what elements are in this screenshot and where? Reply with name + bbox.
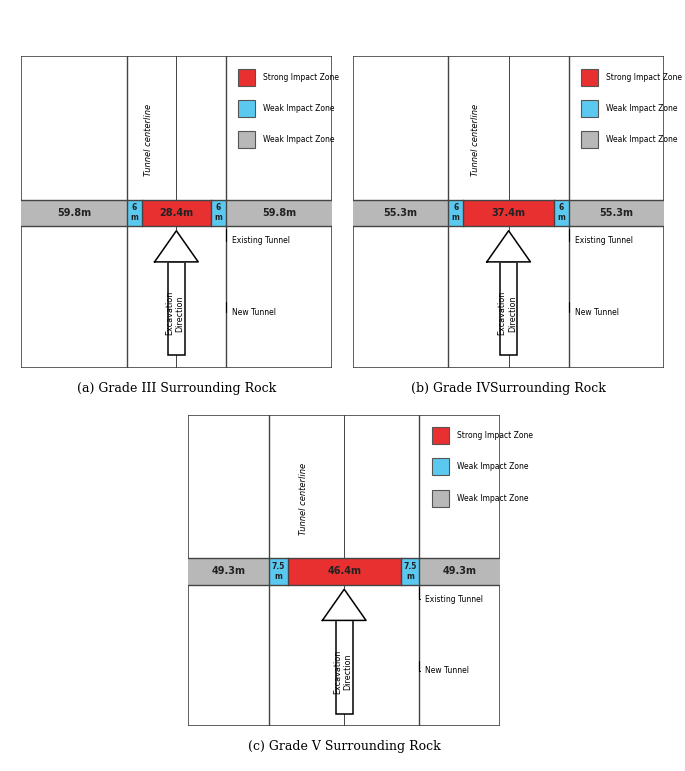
Text: Tunnel centerline: Tunnel centerline xyxy=(471,104,480,177)
Text: New Tunnel: New Tunnel xyxy=(225,302,276,317)
Text: 55.3m: 55.3m xyxy=(384,208,418,217)
Bar xyxy=(432,490,449,507)
Text: Existing Tunnel: Existing Tunnel xyxy=(419,588,484,604)
Text: 55.3m: 55.3m xyxy=(599,208,634,217)
Text: 46.4m: 46.4m xyxy=(327,567,361,576)
Text: Weak Impact Zone: Weak Impact Zone xyxy=(457,493,528,503)
Text: Strong Impact Zone: Strong Impact Zone xyxy=(606,72,682,82)
Bar xyxy=(432,458,449,476)
Text: Tunnel centerline: Tunnel centerline xyxy=(299,463,308,535)
Text: Weak Impact Zone: Weak Impact Zone xyxy=(606,104,677,113)
Text: 28.4m: 28.4m xyxy=(160,208,193,217)
Bar xyxy=(238,131,256,148)
Bar xyxy=(288,558,401,584)
Bar xyxy=(127,200,142,226)
Text: New Tunnel: New Tunnel xyxy=(419,661,469,675)
Polygon shape xyxy=(155,231,198,262)
Text: Weak Impact Zone: Weak Impact Zone xyxy=(606,135,677,144)
Text: 37.4m: 37.4m xyxy=(492,208,525,217)
Text: (a) Grade III Surrounding Rock: (a) Grade III Surrounding Rock xyxy=(77,382,276,395)
Bar xyxy=(582,131,599,148)
Text: New Tunnel: New Tunnel xyxy=(569,302,619,317)
Text: Weak Impact Zone: Weak Impact Zone xyxy=(263,135,334,144)
Text: 7.5
m: 7.5 m xyxy=(403,562,416,581)
Text: Excavation
Direction: Excavation Direction xyxy=(497,291,516,335)
Bar xyxy=(269,558,288,584)
Text: Excavation
Direction: Excavation Direction xyxy=(165,291,184,335)
Bar xyxy=(582,69,599,86)
Text: Strong Impact Zone: Strong Impact Zone xyxy=(457,431,532,440)
Bar xyxy=(188,558,500,584)
Text: Strong Impact Zone: Strong Impact Zone xyxy=(263,72,339,82)
Text: Excavation
Direction: Excavation Direction xyxy=(333,650,352,694)
Text: 59.8m: 59.8m xyxy=(57,208,91,217)
Polygon shape xyxy=(487,231,530,262)
Bar xyxy=(463,200,554,226)
Bar xyxy=(449,200,463,226)
Text: (b) Grade IVSurrounding Rock: (b) Grade IVSurrounding Rock xyxy=(411,382,606,395)
Text: Tunnel centerline: Tunnel centerline xyxy=(144,104,153,177)
Text: 6
m: 6 m xyxy=(131,204,138,222)
Bar xyxy=(582,99,599,117)
Text: Existing Tunnel: Existing Tunnel xyxy=(569,229,633,245)
Text: 6
m: 6 m xyxy=(558,204,565,222)
Text: 7.5
m: 7.5 m xyxy=(272,562,285,581)
Bar xyxy=(401,558,419,584)
Bar xyxy=(554,200,569,226)
Bar xyxy=(168,262,185,355)
Text: Weak Impact Zone: Weak Impact Zone xyxy=(457,463,528,471)
Bar xyxy=(142,200,211,226)
Text: 59.8m: 59.8m xyxy=(262,208,296,217)
Bar xyxy=(211,200,225,226)
Bar xyxy=(353,200,664,226)
Text: 49.3m: 49.3m xyxy=(212,567,246,576)
Text: 49.3m: 49.3m xyxy=(443,567,477,576)
Text: (c) Grade V Surrounding Rock: (c) Grade V Surrounding Rock xyxy=(248,740,440,753)
Bar xyxy=(432,427,449,444)
Text: 6
m: 6 m xyxy=(214,204,222,222)
Polygon shape xyxy=(323,589,366,621)
Bar xyxy=(238,99,256,117)
Text: 6
m: 6 m xyxy=(452,204,460,222)
Text: Weak Impact Zone: Weak Impact Zone xyxy=(263,104,334,113)
Bar xyxy=(21,200,332,226)
Bar xyxy=(238,69,256,86)
Bar xyxy=(336,621,353,714)
Text: Existing Tunnel: Existing Tunnel xyxy=(225,229,290,245)
Bar xyxy=(500,262,517,355)
